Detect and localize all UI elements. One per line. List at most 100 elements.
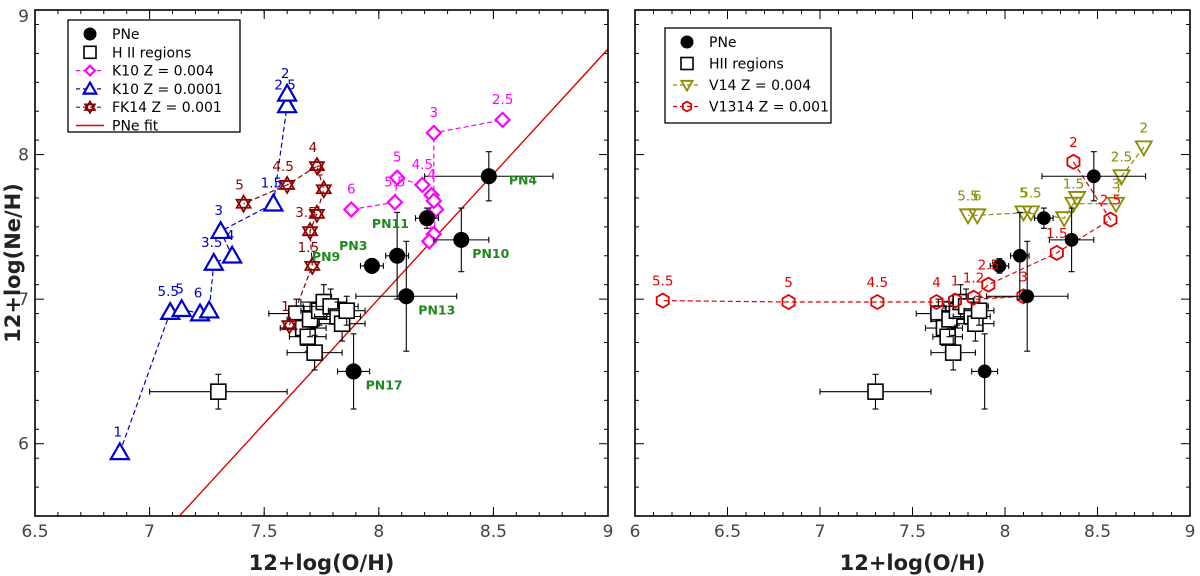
y-tick-label: 7	[18, 290, 29, 310]
mass-label: 1.5	[1046, 226, 1067, 242]
pn-point	[345, 363, 362, 380]
pn-point	[1064, 232, 1079, 247]
mass-label: 6	[347, 182, 356, 198]
legend-marker	[679, 79, 695, 93]
mass-label: 1.2	[963, 271, 984, 287]
model-track-line	[119, 93, 288, 453]
hii-region-point	[338, 302, 356, 320]
model-point	[170, 298, 193, 318]
model-point	[425, 192, 443, 210]
pn-name-label: PN17	[366, 377, 403, 392]
legend-marker	[83, 64, 97, 78]
pn-point	[1086, 169, 1101, 184]
x-tick-label: 8.5	[480, 522, 507, 542]
mass-label: 2	[315, 163, 324, 179]
model-point	[966, 289, 981, 306]
y-axis-title: 12+log(Ne/H)	[1, 183, 25, 343]
x-tick-label: 7.5	[251, 522, 278, 542]
mass-label: 1.5	[1063, 177, 1084, 193]
hii-region-point	[306, 344, 323, 361]
legend-label: K10 Z = 0.0001	[112, 82, 223, 98]
legend-marker	[83, 45, 97, 60]
model-point	[198, 299, 221, 319]
model-point	[929, 293, 944, 311]
model-point	[1021, 205, 1041, 223]
model-point	[1049, 244, 1064, 261]
pne-fit-line	[178, 48, 608, 516]
star-part	[301, 226, 319, 241]
y-tick-label: 6	[18, 435, 29, 455]
model-point	[342, 200, 360, 219]
model-point	[981, 276, 996, 293]
mass-label: 3.5	[201, 235, 222, 251]
mass-label: 2.5	[492, 92, 513, 108]
x-tick-label: 8	[1000, 522, 1011, 542]
mass-label: 4.5	[867, 275, 888, 291]
model-point	[948, 292, 962, 309]
mass-label: 2	[1069, 135, 1078, 151]
legend-label: PNe	[112, 27, 140, 43]
x-tick-label: 8	[373, 522, 384, 542]
x-tick-label: 9	[603, 522, 614, 542]
x-tick-label: 7	[144, 522, 155, 542]
legend-marker	[680, 35, 694, 49]
mass-label: 4.5	[412, 157, 433, 173]
pn-point	[363, 257, 380, 274]
mass-label: 1	[114, 424, 123, 440]
mass-label: 1	[281, 299, 290, 315]
hii-region-point	[867, 383, 884, 400]
model-point	[276, 94, 299, 114]
model-point	[209, 219, 232, 240]
model-point	[494, 111, 512, 129]
pn-name-label: PN3	[339, 238, 367, 253]
pn-point	[1036, 211, 1051, 226]
pn-point	[389, 247, 406, 264]
legend-label: H II regions	[112, 45, 191, 61]
mass-label: 5.5	[384, 174, 405, 190]
legend-marker	[81, 80, 99, 95]
model-point	[1067, 191, 1087, 208]
model-point	[967, 208, 987, 226]
star-part	[83, 103, 97, 115]
pn-point	[453, 231, 470, 248]
star-part	[308, 156, 326, 172]
x-axis-title: 12+log(O/H)	[249, 551, 395, 575]
mass-label: 6	[194, 286, 203, 302]
model-point	[262, 192, 285, 212]
pn-name-label: PN9	[312, 249, 340, 264]
pn-point	[1020, 289, 1035, 304]
mass-label: 2.5	[978, 258, 999, 274]
model-point	[1054, 211, 1074, 228]
mass-label: 2.5	[274, 77, 295, 93]
model-point	[1066, 153, 1081, 170]
mass-label: 6	[973, 188, 982, 204]
hii-region-point	[210, 383, 227, 400]
pn-point	[418, 210, 435, 227]
mass-label: 5	[784, 275, 793, 291]
star-part	[308, 208, 326, 224]
legend-label: PNe fit	[112, 119, 159, 135]
pn-point	[977, 364, 992, 379]
model-point	[315, 179, 333, 200]
model-point	[1134, 140, 1154, 158]
mass-label: 5.5	[157, 284, 178, 300]
model-point	[308, 156, 326, 176]
pn-name-label: PN4	[509, 172, 538, 187]
legend-marker	[83, 99, 97, 115]
left-panel: 6.5 7 7.5 8 8.5 9 6 7 8 9 12+log(O/H) 12+log(Ne/H) P…	[1, 7, 613, 575]
mass-label: 3	[1112, 177, 1121, 193]
x-tick-label: 7.5	[899, 522, 926, 542]
legend-label: K10 Z = 0.004	[112, 64, 214, 80]
model-point	[202, 251, 225, 271]
model-track-line	[968, 146, 1145, 219]
model-point	[303, 256, 321, 276]
mass-label: 3	[214, 203, 223, 219]
mass-label: 2	[1139, 120, 1148, 136]
x-tick-label: 7	[815, 522, 826, 542]
mass-label: 5	[175, 281, 184, 297]
model-point	[386, 193, 404, 211]
star-part	[280, 320, 298, 335]
model-point	[413, 176, 431, 194]
